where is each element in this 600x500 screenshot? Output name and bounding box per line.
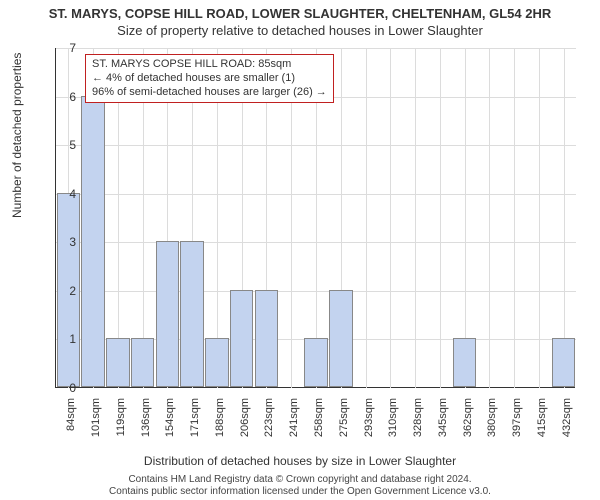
y-tick: 5 bbox=[56, 138, 76, 152]
bar bbox=[156, 241, 180, 387]
gridline-v bbox=[390, 48, 391, 388]
gridline-v bbox=[539, 48, 540, 388]
bar bbox=[453, 338, 477, 387]
bar bbox=[81, 96, 105, 387]
x-tick: 415sqm bbox=[536, 398, 548, 448]
bar bbox=[230, 290, 254, 387]
y-tick: 0 bbox=[56, 381, 76, 395]
chart-area: ST. MARYS COPSE HILL ROAD: 85sqm ← 4% of… bbox=[55, 48, 575, 388]
bar bbox=[304, 338, 328, 387]
y-tick: 1 bbox=[56, 332, 76, 346]
gridline-v bbox=[489, 48, 490, 388]
y-tick: 3 bbox=[56, 235, 76, 249]
x-tick: 397sqm bbox=[511, 398, 523, 448]
chart-container: ST. MARYS, COPSE HILL ROAD, LOWER SLAUGH… bbox=[0, 0, 600, 500]
gridline-v bbox=[465, 48, 466, 388]
footer-line-1: Contains HM Land Registry data © Crown c… bbox=[0, 474, 600, 486]
x-tick: 293sqm bbox=[363, 398, 375, 448]
x-tick: 171sqm bbox=[189, 398, 201, 448]
gridline-v bbox=[415, 48, 416, 388]
x-tick: 188sqm bbox=[214, 398, 226, 448]
title-line-1: ST. MARYS, COPSE HILL ROAD, LOWER SLAUGH… bbox=[0, 0, 600, 21]
bar bbox=[329, 290, 353, 387]
y-axis-label: Number of detached properties bbox=[10, 53, 24, 218]
x-tick: 84sqm bbox=[65, 398, 77, 448]
x-axis-label: Distribution of detached houses by size … bbox=[0, 454, 600, 468]
y-tick: 2 bbox=[56, 284, 76, 298]
info-line-3: 96% of semi-detached houses are larger (… bbox=[92, 86, 327, 100]
x-tick: 328sqm bbox=[412, 398, 424, 448]
x-tick: 154sqm bbox=[164, 398, 176, 448]
x-tick: 432sqm bbox=[561, 398, 573, 448]
footer: Contains HM Land Registry data © Crown c… bbox=[0, 474, 600, 498]
x-tick: 101sqm bbox=[90, 398, 102, 448]
x-tick: 241sqm bbox=[288, 398, 300, 448]
gridline-v bbox=[366, 48, 367, 388]
x-tick: 345sqm bbox=[437, 398, 449, 448]
y-tick: 4 bbox=[56, 187, 76, 201]
bar bbox=[205, 338, 229, 387]
x-tick: 223sqm bbox=[263, 398, 275, 448]
bar bbox=[106, 338, 130, 387]
bar bbox=[552, 338, 576, 387]
title-line-2: Size of property relative to detached ho… bbox=[0, 21, 600, 38]
x-tick: 119sqm bbox=[115, 398, 127, 448]
gridline-v bbox=[564, 48, 565, 388]
x-tick: 380sqm bbox=[486, 398, 498, 448]
x-tick: 206sqm bbox=[239, 398, 251, 448]
footer-line-2: Contains public sector information licen… bbox=[0, 486, 600, 498]
x-tick: 362sqm bbox=[462, 398, 474, 448]
x-tick: 136sqm bbox=[140, 398, 152, 448]
info-box: ST. MARYS COPSE HILL ROAD: 85sqm ← 4% of… bbox=[85, 54, 334, 103]
gridline-v bbox=[514, 48, 515, 388]
bar bbox=[180, 241, 204, 387]
x-tick: 275sqm bbox=[338, 398, 350, 448]
y-tick: 6 bbox=[56, 90, 76, 104]
info-line-2: ← 4% of detached houses are smaller (1) bbox=[92, 72, 327, 86]
y-tick: 7 bbox=[56, 41, 76, 55]
info-line-1: ST. MARYS COPSE HILL ROAD: 85sqm bbox=[92, 58, 327, 72]
bar bbox=[255, 290, 279, 387]
x-tick: 310sqm bbox=[387, 398, 399, 448]
x-tick: 258sqm bbox=[313, 398, 325, 448]
gridline-v bbox=[440, 48, 441, 388]
bar bbox=[131, 338, 155, 387]
